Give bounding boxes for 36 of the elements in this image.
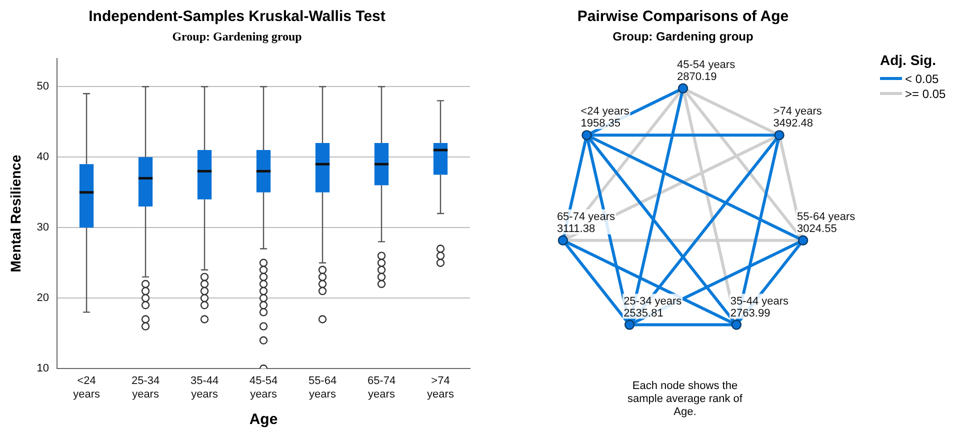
chart-subtitle: Group: Gardening group — [172, 29, 302, 44]
x-tick-label: <24 years — [73, 375, 100, 400]
text: Each node shows the sample average rank of Age. — [626, 380, 744, 419]
data-label: 2535.81 — [624, 307, 664, 320]
x-tick-label: 55-64 years — [308, 375, 337, 400]
category-label: 55-64 years — [797, 210, 856, 223]
data-label: 2763.99 — [730, 307, 770, 320]
category-label: 25-34 years — [624, 295, 682, 308]
x-tick-label: 25-34 years — [131, 375, 160, 400]
category-label: 65-74 years — [556, 210, 616, 223]
x-tick-label: 65-74 years — [367, 375, 396, 400]
category-label: 35-44 years — [730, 295, 790, 308]
category-label: >74 years — [773, 106, 822, 118]
data-label: 1958.35 — [580, 118, 620, 130]
category-label: 45-54 years — [677, 58, 736, 71]
y-tick-label: 20 — [36, 292, 50, 304]
y-tick-label: 30 — [36, 222, 50, 234]
text: Group: Gardening group — [612, 30, 754, 44]
data-label: 3492.48 — [773, 118, 814, 130]
y-tick-label: 40 — [36, 151, 50, 164]
x-tick-label: 35-44 years — [190, 375, 219, 400]
x-tick-label: 45-54 years — [249, 375, 278, 400]
category-label: <24 years — [580, 106, 630, 118]
text: >= 0.05 — [905, 86, 946, 100]
text: < 0.05 — [905, 72, 939, 86]
legend-title: Adj. Sig. — [880, 52, 937, 68]
data-label: 2870.19 — [677, 70, 717, 83]
text: Pairwise Comparisons of Age — [577, 8, 789, 26]
x-tick-label: >74 years — [427, 375, 454, 400]
y-tick-label: 50 — [36, 80, 50, 93]
data-label: 3111.38 — [556, 222, 596, 235]
y-axis-title: Mental Resilience — [7, 154, 24, 272]
data-label: 3024.55 — [797, 222, 837, 235]
y-tick-label: 10 — [36, 362, 50, 375]
chart-title: Independent-Samples Kruskal-Wallis Test — [88, 8, 386, 26]
x-axis-title: Age — [249, 411, 278, 428]
